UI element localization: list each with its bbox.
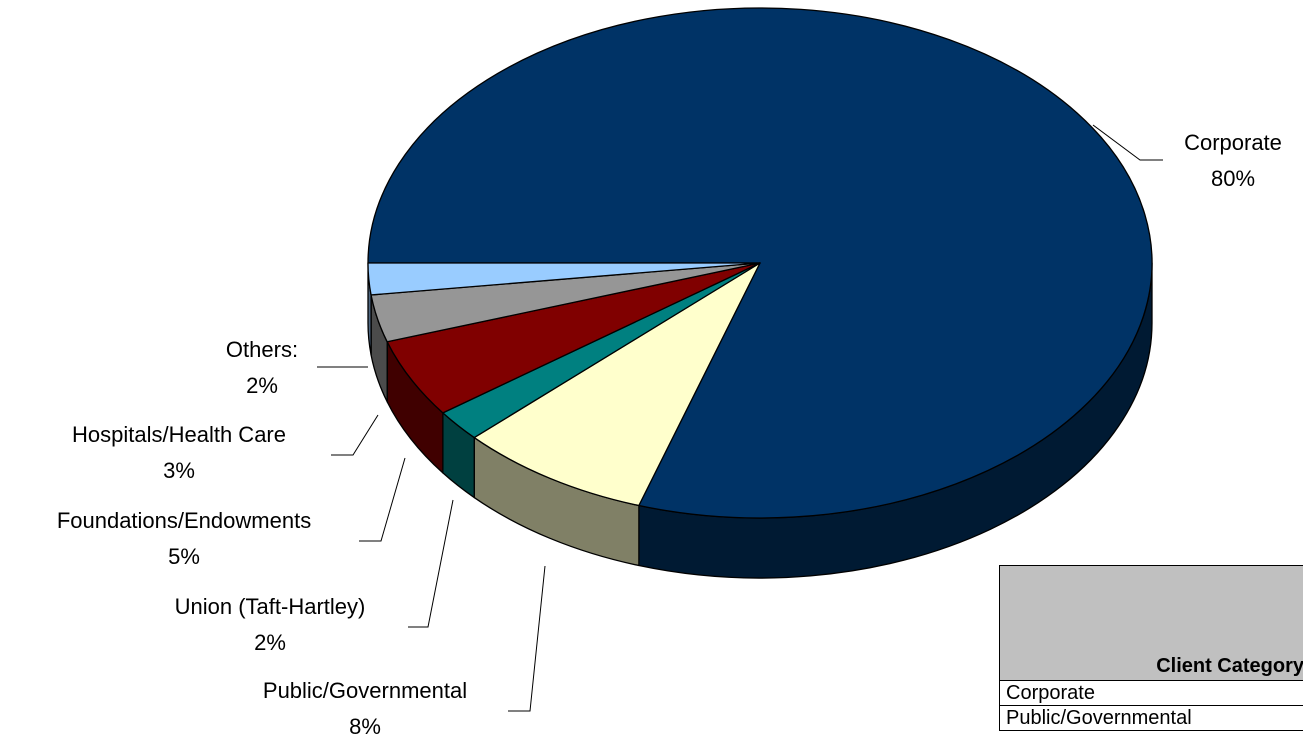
slice-percent-public-governmental: 8%	[349, 714, 381, 738]
slice-percent-foundations-endowments: 5%	[168, 544, 200, 569]
slice-percent-others: 2%	[246, 373, 278, 398]
pie-slices	[367, 7, 1153, 519]
table-cell-public-governmental: Public/Governmental	[999, 705, 1303, 731]
slice-label-union-taft-hartley: Union (Taft-Hartley)	[175, 594, 366, 619]
table-row: Public/Governmental	[999, 705, 1303, 731]
slice-label-public-governmental: Public/Governmental	[263, 678, 467, 703]
slice-label-corporate: Corporate	[1184, 130, 1282, 155]
leader-line-foundations-endowments	[359, 457, 406, 542]
slice-percent-union-taft-hartley: 2%	[254, 630, 286, 655]
table-row: Corporate	[999, 680, 1303, 706]
leader-line-corporate	[1092, 124, 1163, 161]
leader-line-public-governmental	[508, 565, 546, 712]
table-cell-corporate: Corporate	[999, 680, 1303, 706]
slice-labels: Corporate 80% Public/Governmental 8% Union (…	[57, 130, 1282, 738]
client-category-table: Client Category Corporate Public/Governm…	[999, 565, 1303, 731]
slice-others	[367, 262, 761, 296]
leader-lines	[317, 124, 1163, 712]
slice-percent-hospitals-health-care: 3%	[163, 458, 195, 483]
slice-label-others: Others:	[226, 337, 298, 362]
slice-label-hospitals-health-care: Hospitals/Health Care	[72, 422, 286, 447]
slice-public-governmental	[473, 262, 761, 507]
table-header: Client Category	[999, 565, 1303, 681]
slice-label-foundations-endowments: Foundations/Endowments	[57, 508, 311, 533]
slice-percent-corporate: 80%	[1211, 166, 1255, 191]
leader-line-union-taft-hartley	[408, 499, 454, 628]
leader-line-hospitals-health-care	[331, 414, 379, 456]
